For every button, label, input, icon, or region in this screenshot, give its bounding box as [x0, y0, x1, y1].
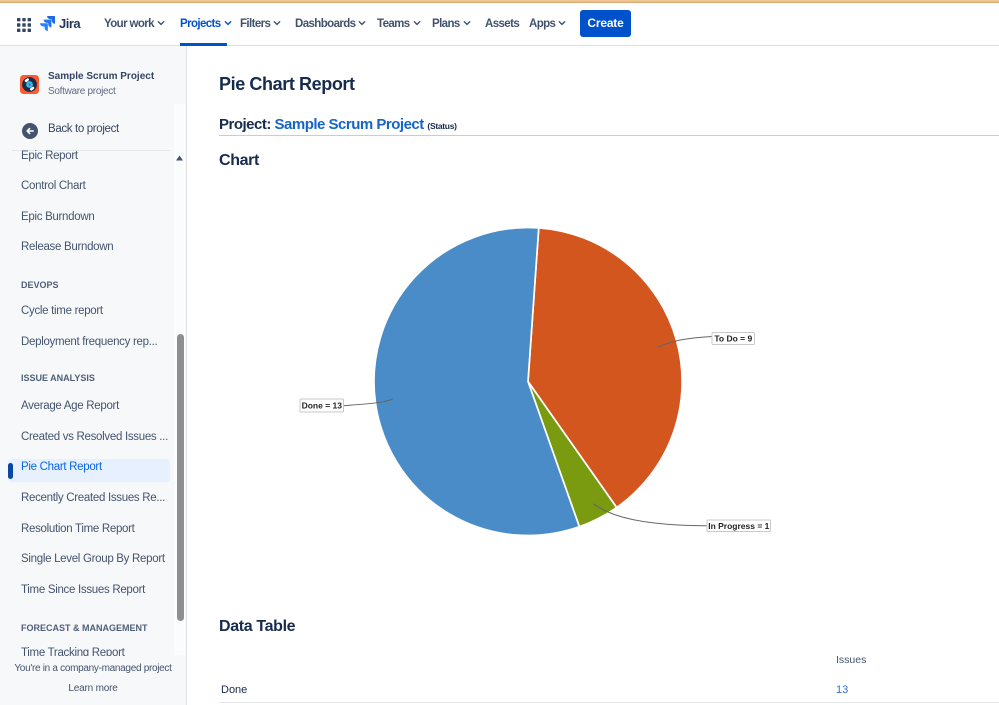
svg-text:In Progress = 1: In Progress = 1: [708, 521, 769, 531]
svg-text:To Do = 9: To Do = 9: [714, 334, 752, 344]
svg-text:Done = 13: Done = 13: [302, 401, 343, 411]
